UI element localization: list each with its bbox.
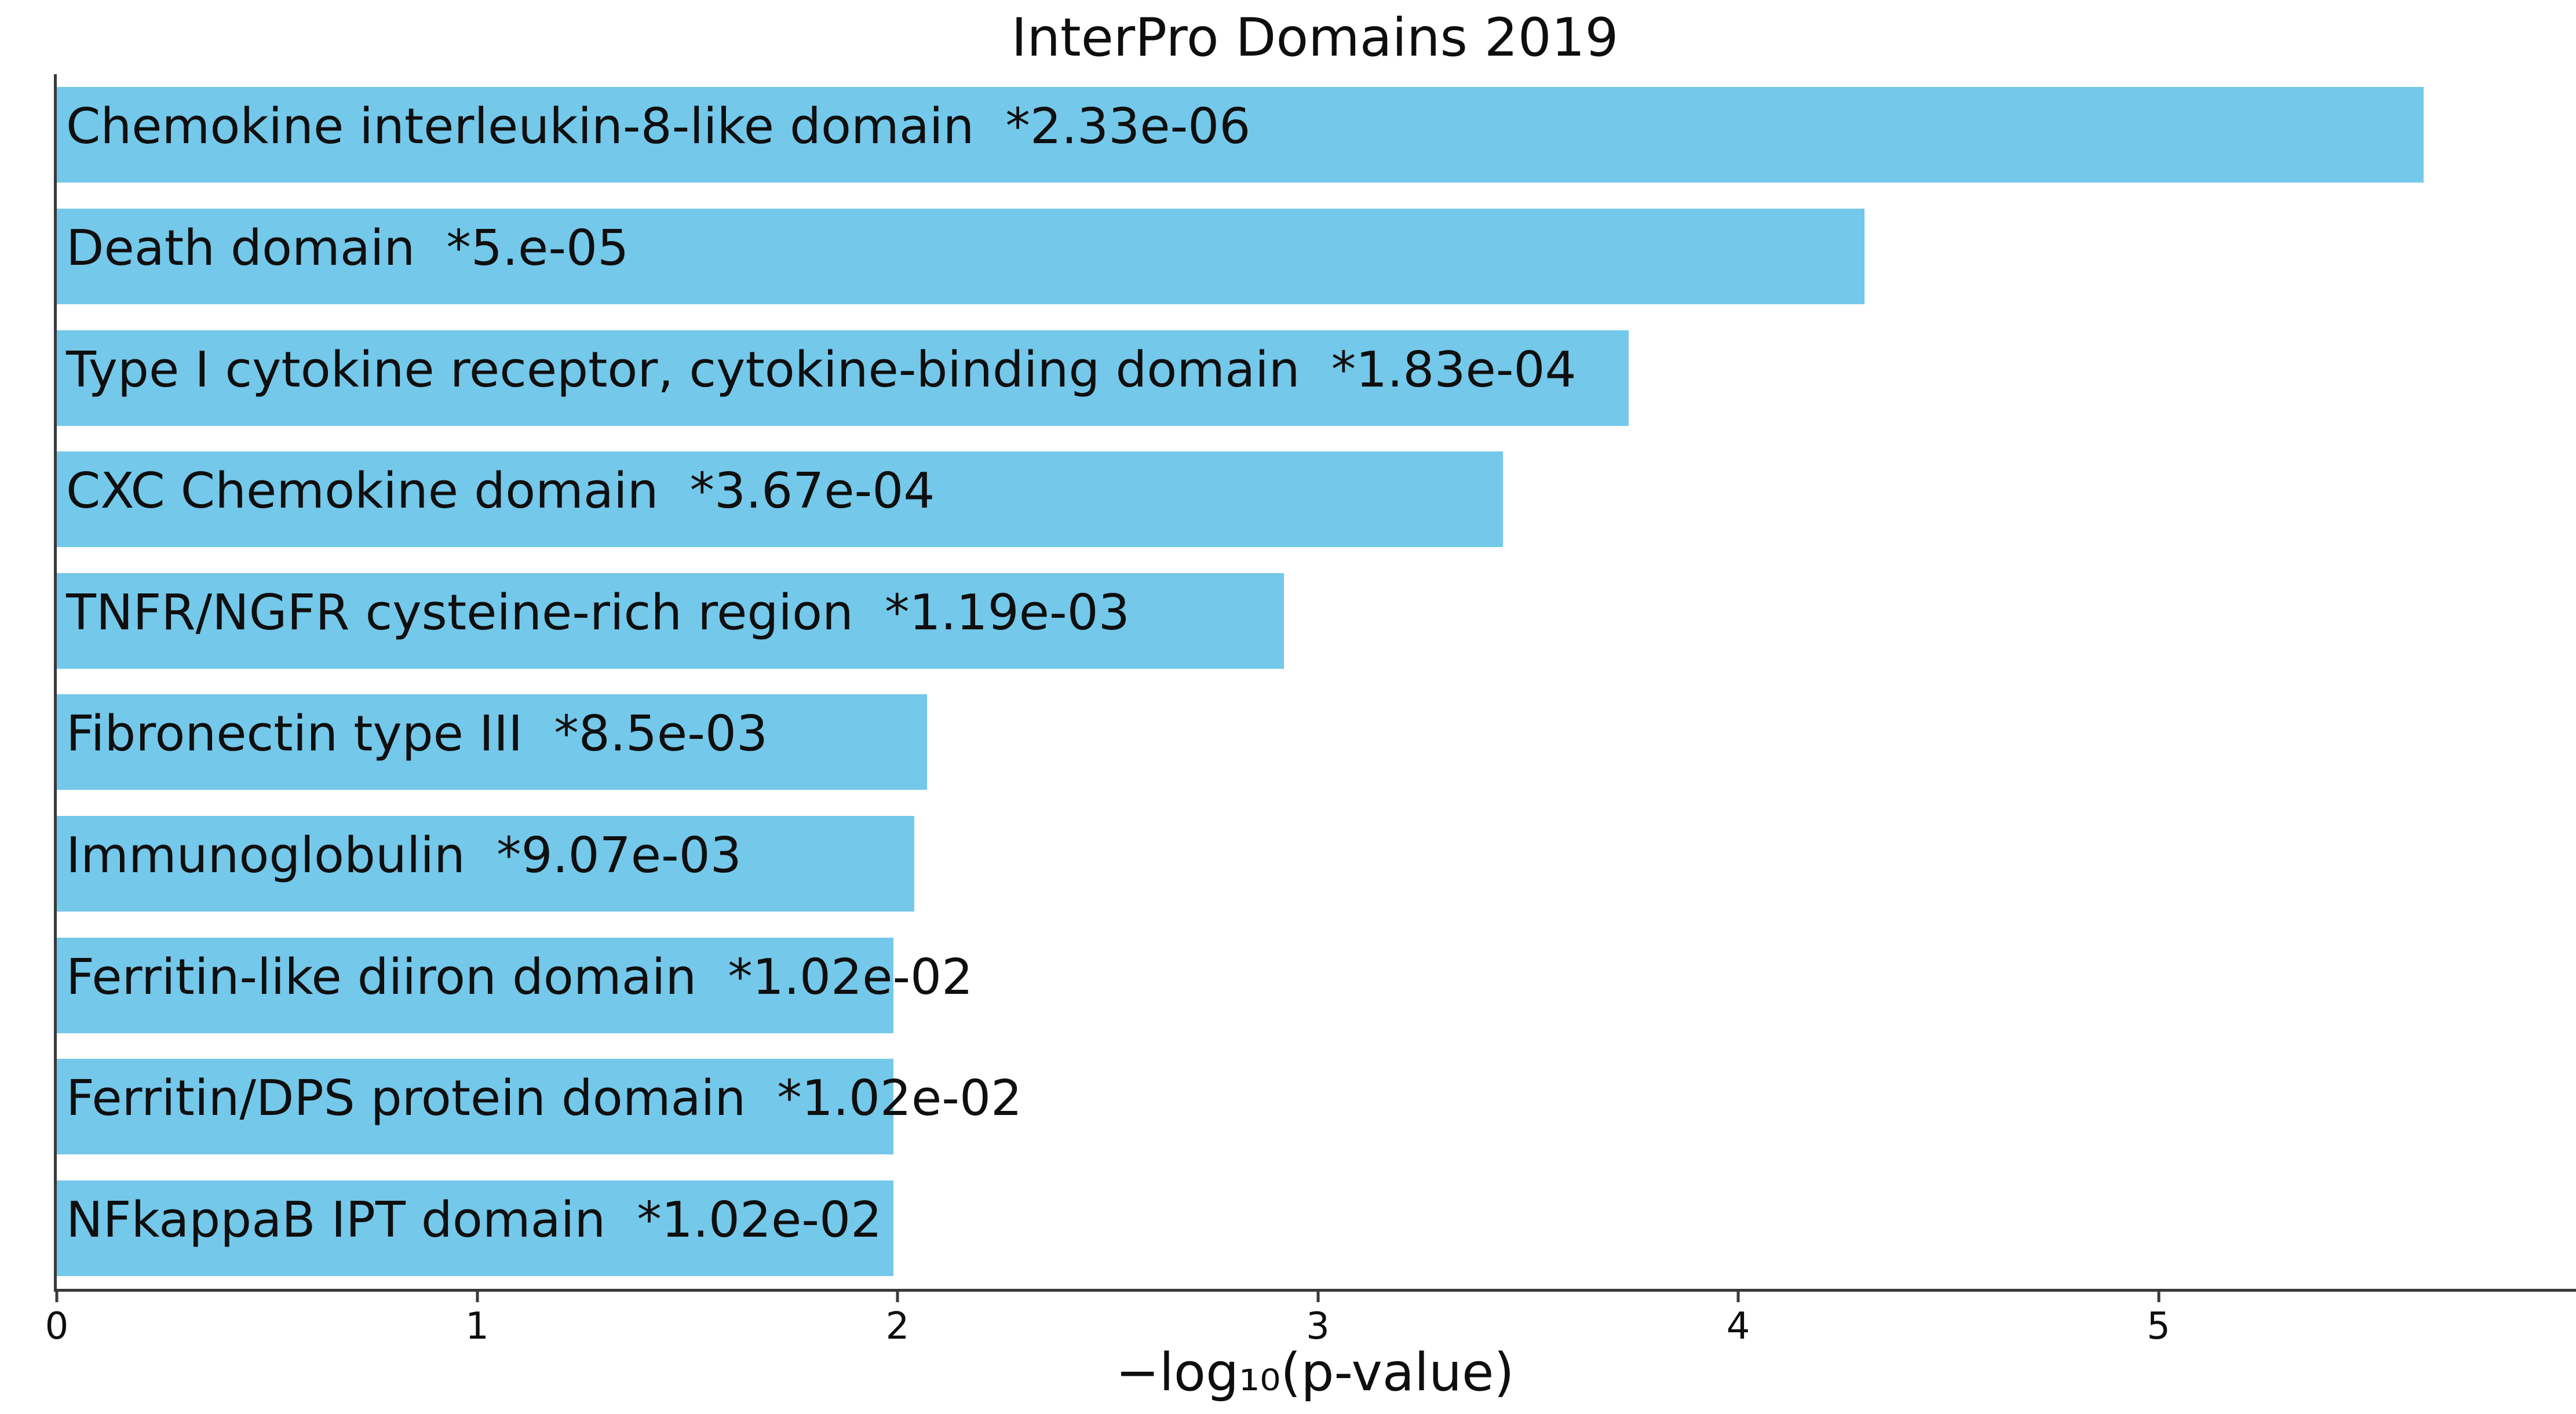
bar-label: Death domain *5.e-05 <box>66 219 629 277</box>
bar: Death domain *5.e-05 <box>57 208 1865 304</box>
bar: NFkappaB IPT domain *1.02e-02 <box>57 1180 893 1276</box>
x-axis-tick-label: 3 <box>1306 1305 1330 1348</box>
bar: TNFR/NGFR cysteine-rich region *1.19e-03 <box>57 573 1285 669</box>
x-axis-tick <box>55 1289 59 1302</box>
bar: Fibronectin type III *8.5e-03 <box>57 694 927 790</box>
x-axis-tick-label: 5 <box>2147 1305 2170 1348</box>
bar-label: Chemokine interleukin-8-like domain *2.3… <box>66 98 1251 156</box>
x-axis-tick <box>476 1289 479 1302</box>
bar-label: Ferritin/DPS protein domain *1.02e-02 <box>66 1070 1023 1128</box>
x-axis-label: −log₁₀(p-value) <box>1115 1342 1515 1403</box>
chart-title: InterPro Domains 2019 <box>1011 8 1619 68</box>
plot-area: Chemokine interleukin-8-like domain *2.3… <box>45 74 2576 1348</box>
x-axis-tick <box>1736 1289 1740 1302</box>
bar: CXC Chemokine domain *3.67e-04 <box>57 451 1503 548</box>
x-axis-tick <box>2157 1289 2160 1302</box>
bar: Ferritin/DPS protein domain *1.02e-02 <box>57 1059 1022 1155</box>
bar-label: NFkappaB IPT domain *1.02e-02 <box>66 1191 882 1249</box>
bar-label: Fibronectin type III *8.5e-03 <box>66 705 768 763</box>
x-axis-tick-label: 2 <box>885 1305 910 1348</box>
bar-label: Ferritin-like diiron domain *1.02e-02 <box>66 948 973 1006</box>
bar: Ferritin-like diiron domain *1.02e-02 <box>57 937 973 1033</box>
bar: Chemokine interleukin-8-like domain *2.3… <box>57 87 2424 183</box>
x-axis-tick-label: 0 <box>45 1305 69 1348</box>
bar-label: CXC Chemokine domain *3.67e-04 <box>66 462 935 520</box>
bar: Type I cytokine receptor, cytokine-bindi… <box>57 330 1629 426</box>
bar: Immunoglobulin *9.07e-03 <box>57 815 915 912</box>
x-axis-tick-label: 4 <box>1726 1305 1750 1348</box>
bar-label: TNFR/NGFR cysteine-rich region *1.19e-03 <box>66 584 1130 642</box>
x-axis-tick <box>896 1289 899 1302</box>
x-axis-tick-label: 1 <box>465 1305 489 1348</box>
bar-label: Type I cytokine receptor, cytokine-bindi… <box>66 341 1577 399</box>
bar-label: Immunoglobulin *9.07e-03 <box>66 826 742 884</box>
x-axis-tick <box>1316 1289 1319 1302</box>
